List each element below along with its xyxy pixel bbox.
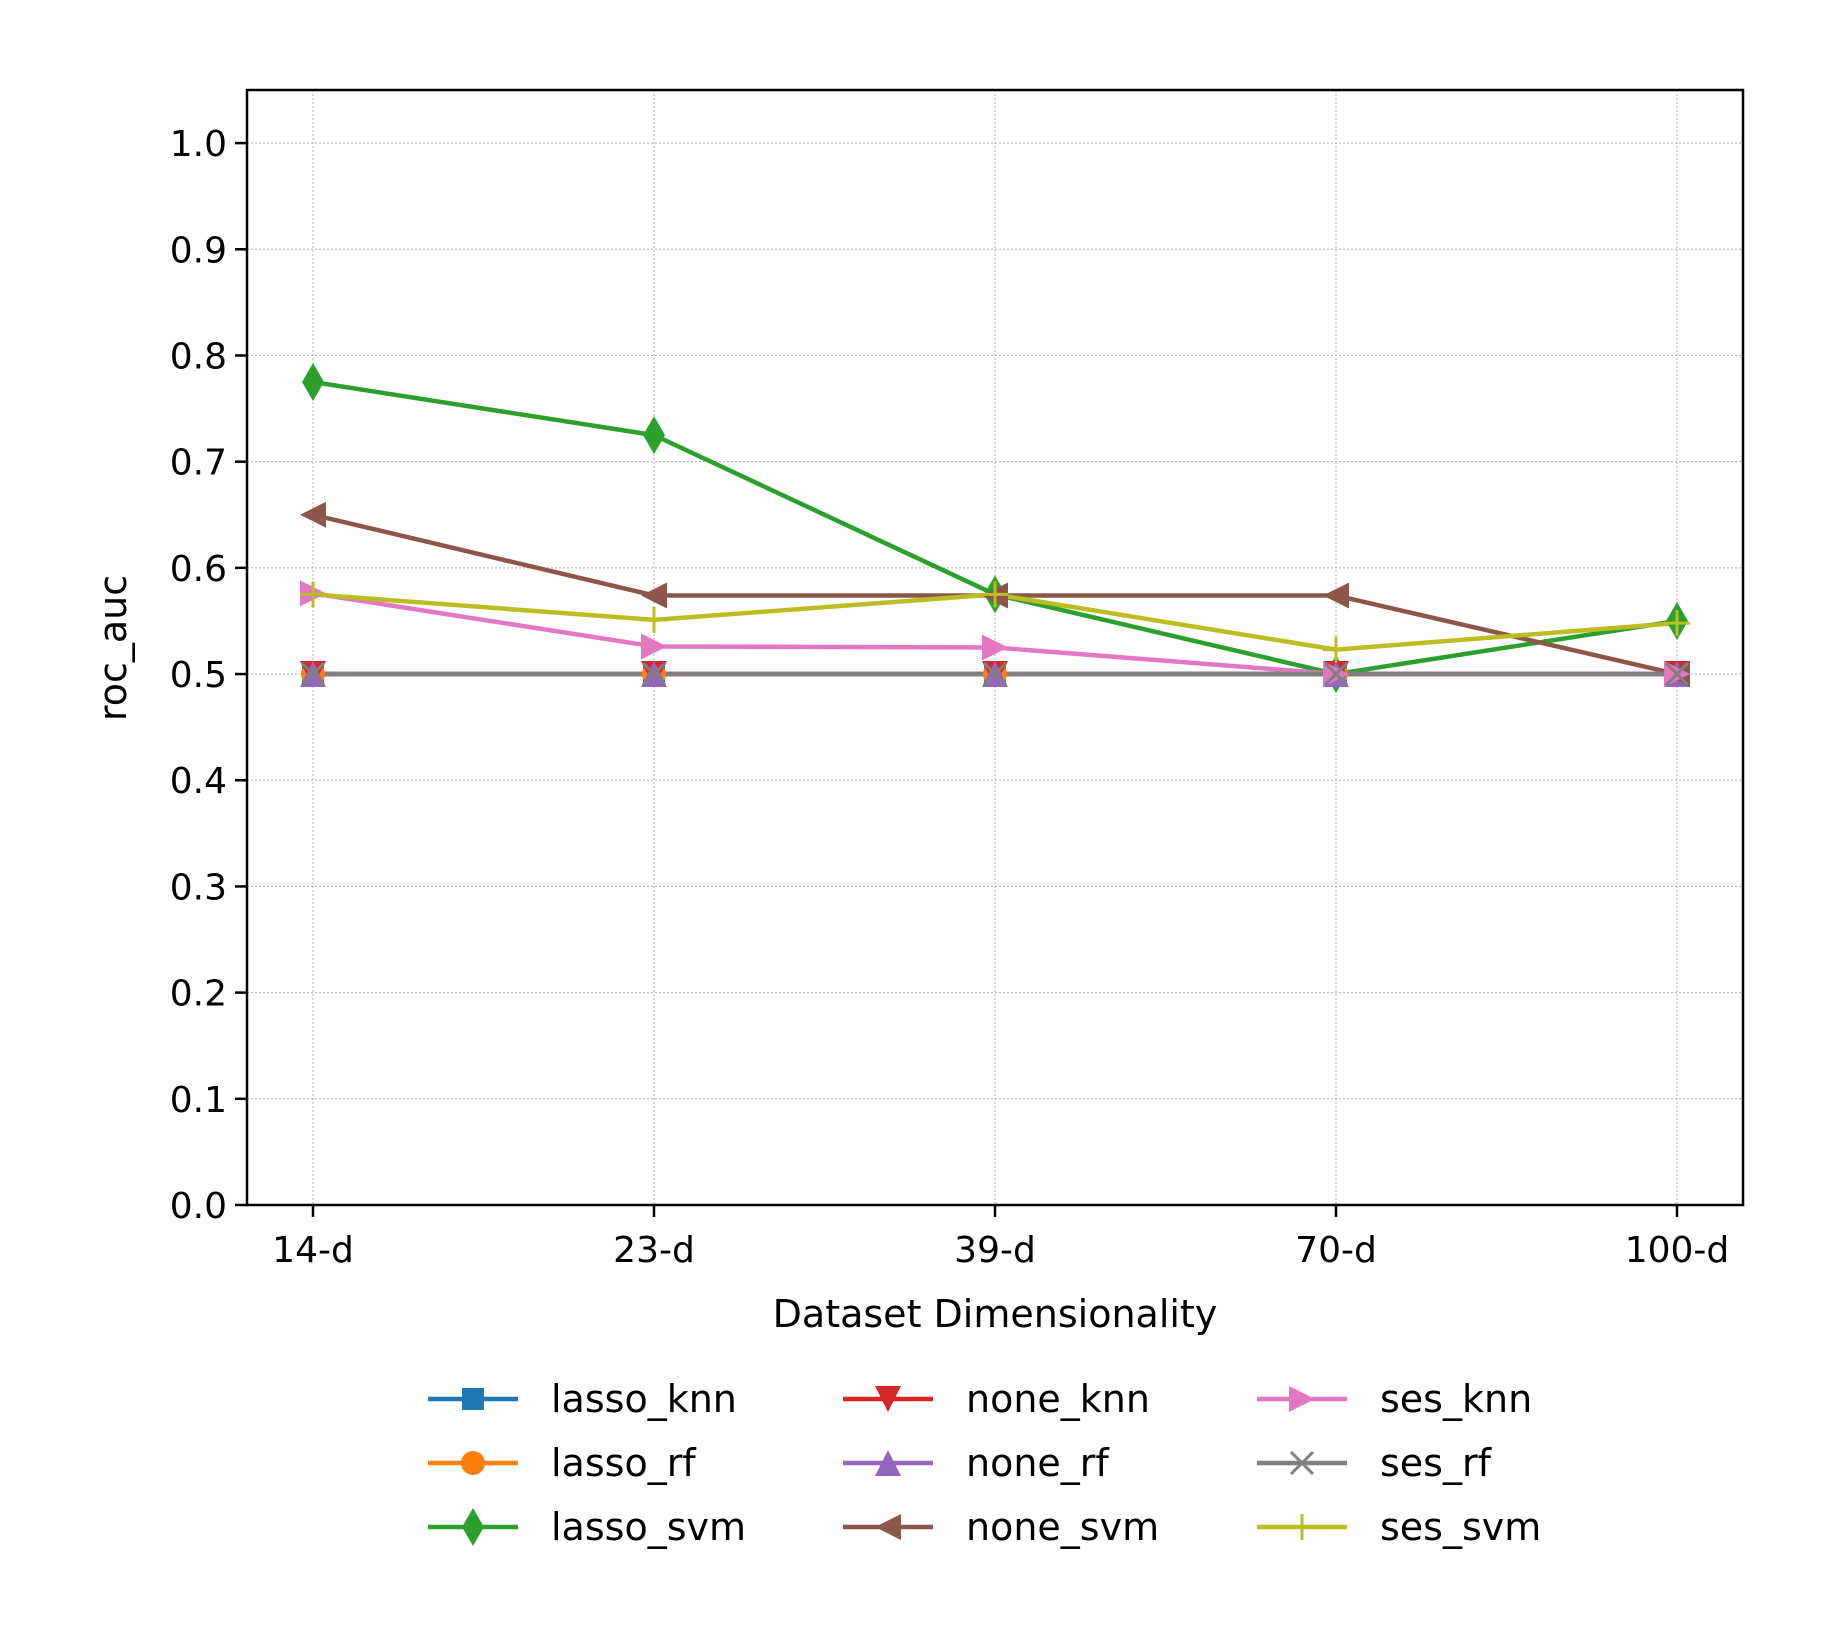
x-tick-label: 23-d	[613, 1230, 695, 1271]
legend-marker	[462, 1388, 484, 1410]
legend-marker	[1289, 1514, 1315, 1540]
y-tick-label: 0.7	[170, 443, 227, 484]
legend-marker	[875, 1450, 901, 1476]
x-axis: 14-d 23-d 39-d 70-d 100-d	[272, 1205, 1729, 1271]
legend-label: none_rf	[966, 1441, 1110, 1485]
legend-marker	[462, 1508, 484, 1546]
data-point-ses_svm	[982, 581, 1008, 608]
legend-item-ses_rf: ses_rf	[1257, 1441, 1493, 1485]
legend-label: lasso_knn	[551, 1377, 737, 1421]
legend-label: lasso_rf	[551, 1441, 697, 1485]
data-point-ses_rf	[982, 661, 1008, 687]
x-tick-label: 14-d	[272, 1230, 354, 1271]
data-point-ses_knn	[641, 633, 667, 660]
y-tick-label: 0.5	[170, 655, 227, 696]
legend-label: none_svm	[966, 1505, 1159, 1549]
legend: lasso_knn lasso_rf lasso_svm none_knn none_r…	[428, 1377, 1541, 1549]
legend-item-none_rf: none_rf	[843, 1441, 1110, 1485]
legend-marker	[875, 1386, 901, 1412]
legend-marker	[1289, 1386, 1315, 1412]
series-markers	[300, 363, 1690, 694]
y-tick-label: 0.4	[170, 761, 227, 802]
legend-label: none_knn	[966, 1377, 1150, 1421]
data-point-lasso_svm	[302, 363, 324, 402]
data-point-lasso_svm	[643, 416, 665, 455]
data-point-ses_rf	[1664, 661, 1690, 687]
y-tick-label: 0.1	[170, 1080, 227, 1121]
x-axis-label: Dataset Dimensionality	[773, 1292, 1218, 1336]
data-point-ses_rf	[300, 661, 326, 687]
legend-label: ses_rf	[1380, 1441, 1493, 1485]
data-point-ses_rf	[641, 661, 667, 687]
data-point-none_svm	[641, 582, 667, 609]
data-point-ses_knn	[982, 634, 1008, 661]
y-tick-label: 0.6	[170, 549, 227, 590]
data-point-ses_rf	[1323, 661, 1349, 687]
y-tick-label: 1.0	[170, 124, 227, 165]
y-tick-label: 0.9	[170, 230, 227, 271]
x-tick-label: 39-d	[954, 1230, 1036, 1271]
legend-label: ses_knn	[1380, 1377, 1532, 1421]
legend-label: lasso_svm	[551, 1505, 746, 1549]
legend-marker	[1289, 1450, 1315, 1476]
data-point-ses_svm	[641, 606, 667, 633]
y-tick-label: 0.2	[170, 974, 227, 1015]
x-tick-label: 70-d	[1295, 1230, 1377, 1271]
y-tick-label: 0.0	[170, 1186, 227, 1227]
legend-item-ses_svm: ses_svm	[1257, 1505, 1541, 1549]
legend-item-ses_knn: ses_knn	[1257, 1377, 1532, 1421]
y-tick-label: 0.8	[170, 336, 227, 377]
legend-label: ses_svm	[1380, 1505, 1541, 1549]
legend-marker	[875, 1514, 901, 1540]
legend-item-lasso_rf: lasso_rf	[428, 1441, 697, 1485]
y-axis: 0.0 0.1 0.2 0.3 0.4 0.5 0.6 0.7 0.8 0.9 1.0	[170, 124, 247, 1227]
gridlines	[247, 90, 1743, 1206]
data-point-ses_svm	[1323, 636, 1349, 663]
legend-marker	[461, 1451, 485, 1475]
data-point-ses_svm	[300, 581, 326, 608]
legend-item-none_knn: none_knn	[843, 1377, 1150, 1421]
data-point-ses_svm	[1664, 610, 1690, 637]
legend-item-lasso_svm: lasso_svm	[428, 1505, 746, 1549]
y-axis-label: roc_auc	[91, 575, 135, 721]
legend-item-none_svm: none_svm	[843, 1505, 1159, 1549]
x-tick-label: 100-d	[1625, 1230, 1730, 1271]
data-point-none_svm	[1323, 582, 1349, 609]
legend-item-lasso_knn: lasso_knn	[428, 1377, 737, 1421]
data-point-none_svm	[300, 501, 326, 528]
y-tick-label: 0.3	[170, 867, 227, 908]
